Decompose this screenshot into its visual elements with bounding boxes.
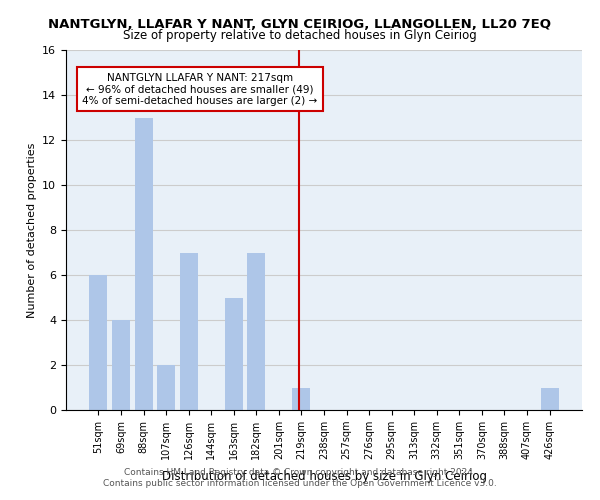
Bar (179, 252, 198, 410)
Bar (157, 365, 175, 410)
Bar (225, 298, 243, 410)
Y-axis label: Number of detached properties: Number of detached properties (26, 142, 37, 318)
Text: NANTGLYN LLAFAR Y NANT: 217sqm
← 96% of detached houses are smaller (49)
4% of s: NANTGLYN LLAFAR Y NANT: 217sqm ← 96% of … (82, 72, 317, 106)
Bar (134, 118, 152, 410)
Text: NANTGLYN, LLAFAR Y NANT, GLYN CEIRIOG, LLANGOLLEN, LL20 7EQ: NANTGLYN, LLAFAR Y NANT, GLYN CEIRIOG, L… (49, 18, 551, 30)
Bar (89, 275, 107, 410)
Text: Contains HM Land Registry data © Crown copyright and database right 2024.
Contai: Contains HM Land Registry data © Crown c… (103, 468, 497, 487)
X-axis label: Distribution of detached houses by size in Glyn Ceiriog: Distribution of detached houses by size … (161, 470, 487, 484)
Bar (292, 388, 310, 410)
Bar (247, 252, 265, 410)
Text: Size of property relative to detached houses in Glyn Ceiriog: Size of property relative to detached ho… (123, 29, 477, 42)
Bar (541, 388, 559, 410)
Bar (112, 320, 130, 410)
